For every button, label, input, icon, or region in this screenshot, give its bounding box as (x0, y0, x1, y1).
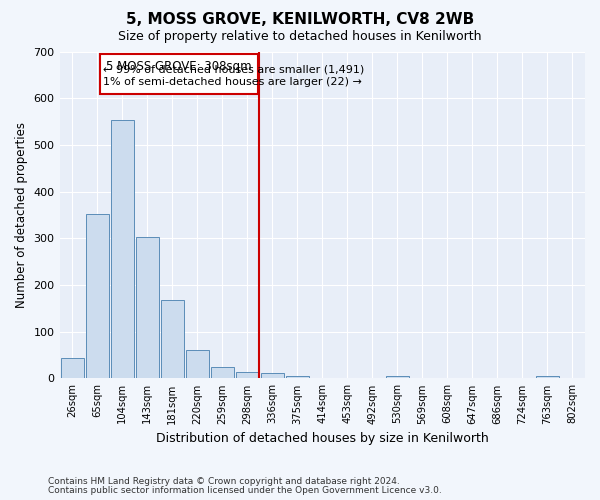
Bar (161, 300, 184, 378)
Bar (100, 54, 259, 94)
Text: 5, MOSS GROVE, KENILWORTH, CV8 2WB: 5, MOSS GROVE, KENILWORTH, CV8 2WB (126, 12, 474, 28)
Text: Contains public sector information licensed under the Open Government Licence v3: Contains public sector information licen… (48, 486, 442, 495)
Bar (86, 214, 109, 378)
Bar (536, 376, 559, 378)
Bar (386, 376, 409, 378)
Text: 5 MOSS GROVE: 308sqm: 5 MOSS GROVE: 308sqm (106, 60, 252, 73)
Y-axis label: Number of detached properties: Number of detached properties (15, 122, 28, 308)
Text: Contains HM Land Registry data © Crown copyright and database right 2024.: Contains HM Land Registry data © Crown c… (48, 477, 400, 486)
Text: Size of property relative to detached houses in Kenilworth: Size of property relative to detached ho… (118, 30, 482, 43)
Bar (261, 373, 284, 378)
Text: ← 99% of detached houses are smaller (1,491): ← 99% of detached houses are smaller (1,… (103, 64, 365, 74)
Bar (110, 120, 134, 378)
Bar (136, 238, 158, 378)
Bar (61, 358, 83, 378)
Bar (236, 372, 259, 378)
X-axis label: Distribution of detached houses by size in Kenilworth: Distribution of detached houses by size … (156, 432, 488, 445)
Bar (185, 350, 209, 378)
Bar (286, 376, 309, 378)
Bar (211, 367, 233, 378)
Text: 1% of semi-detached houses are larger (22) →: 1% of semi-detached houses are larger (2… (103, 78, 362, 88)
